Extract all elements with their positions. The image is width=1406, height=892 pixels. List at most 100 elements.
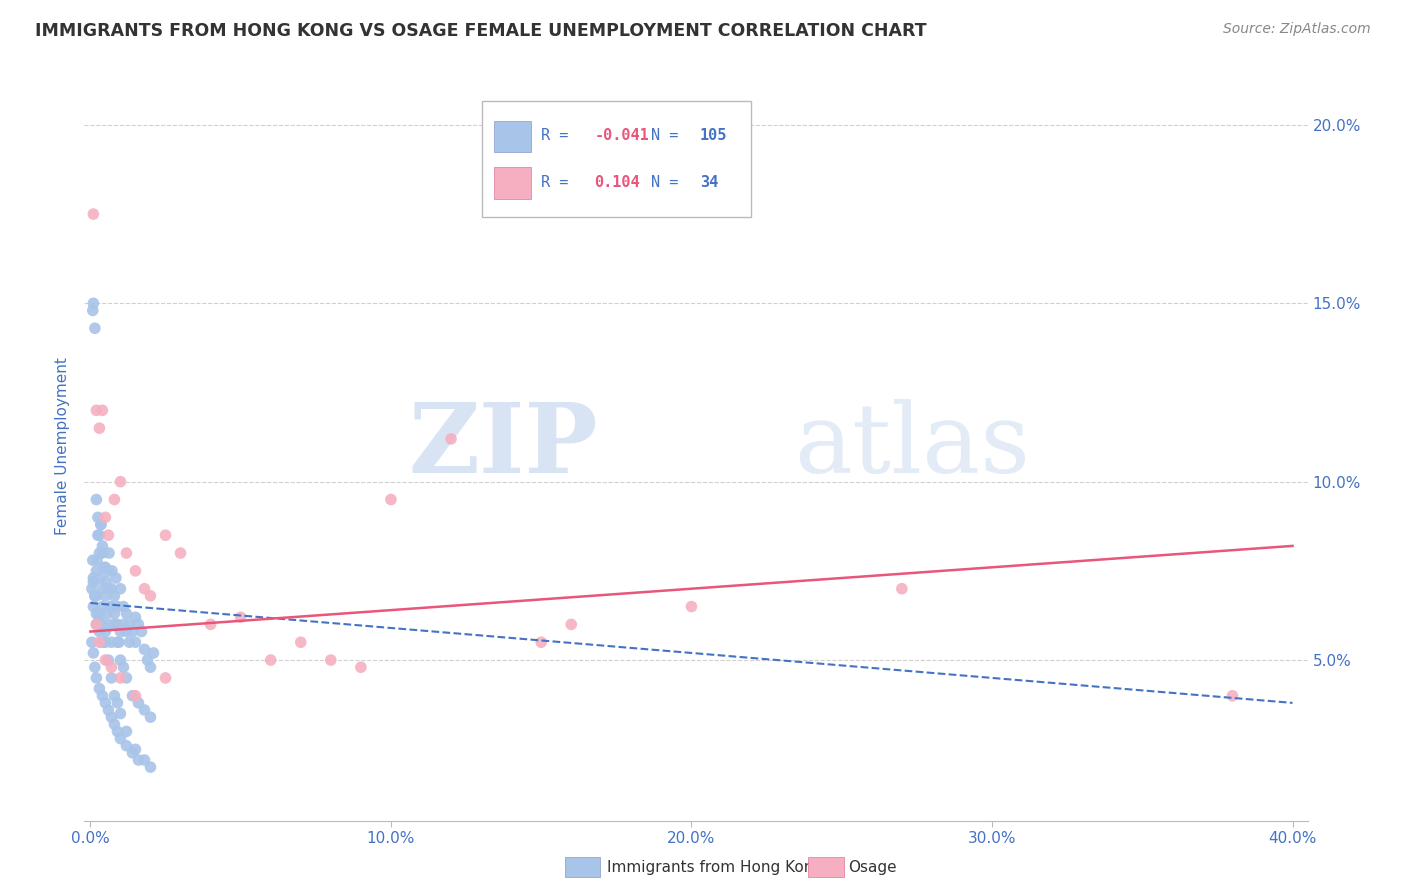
Point [86,607,108,621]
Point [80,635,103,649]
Point [134,753,156,767]
Bar [494,120,531,153]
Point [86,617,108,632]
Point [82,599,104,614]
Point [103,617,125,632]
Point [136,653,159,667]
Point [91,599,114,614]
Point [134,703,156,717]
Point [83,589,105,603]
Text: R =: R = [541,175,586,190]
Point [91,689,114,703]
Point [681,599,703,614]
Point [110,624,132,639]
Point [87,510,110,524]
Point [200,617,222,632]
Point [118,617,141,632]
Point [82,571,104,585]
FancyBboxPatch shape [482,102,751,218]
Point [155,528,177,542]
Point [124,564,146,578]
Point [83,589,105,603]
Point [91,582,114,596]
Point [91,403,114,417]
Point [100,582,122,596]
Text: Source: ZipAtlas.com: Source: ZipAtlas.com [1223,22,1371,37]
Point [107,617,129,632]
Point [86,617,108,632]
Point [89,681,111,696]
Point [89,571,111,585]
Point [100,671,122,685]
Point [560,617,582,632]
Point [127,696,149,710]
Point [91,617,114,632]
Text: -0.041: -0.041 [595,128,650,144]
Point [139,589,162,603]
Point [124,742,146,756]
Text: Osage: Osage [848,860,897,874]
Point [86,553,108,567]
Point [100,660,122,674]
Point [89,635,111,649]
Point [103,589,125,603]
Point [86,492,108,507]
Point [134,642,156,657]
Point [169,546,191,560]
Point [93,560,115,574]
Point [115,724,138,739]
Point [90,517,112,532]
Point [131,624,153,639]
Point [110,671,132,685]
Point [155,671,177,685]
Point [121,746,143,760]
Point [82,303,104,318]
Point [97,564,120,578]
Point [97,653,120,667]
Point [97,528,120,542]
Point [83,660,105,674]
Point [89,546,111,560]
Point [121,624,143,639]
Point [127,753,149,767]
Point [380,492,402,507]
Point [94,635,117,649]
Point [440,432,463,446]
Point [530,635,553,649]
Point [94,560,117,574]
Point [115,607,138,621]
Point [101,564,124,578]
Point [139,710,162,724]
Point [319,653,342,667]
Point [94,653,117,667]
Point [103,717,125,731]
Point [94,589,117,603]
Point [134,582,156,596]
Point [87,528,110,542]
Point [127,617,149,632]
Point [89,421,111,435]
Point [94,510,117,524]
Point [91,635,114,649]
Point [350,660,373,674]
Text: atlas: atlas [794,399,1029,493]
Point [97,703,120,717]
Point [124,610,146,624]
Point [103,492,125,507]
Point [83,574,105,589]
Point [139,660,162,674]
Point [107,724,129,739]
Point [82,553,104,567]
Point [94,696,117,710]
Text: 105: 105 [700,128,727,144]
Point [89,607,111,621]
Point [115,546,138,560]
Point [103,689,125,703]
Point [89,528,111,542]
Point [90,517,112,532]
Point [86,671,108,685]
Point [229,610,252,624]
Point [100,710,122,724]
Point [100,635,122,649]
Point [91,546,114,560]
